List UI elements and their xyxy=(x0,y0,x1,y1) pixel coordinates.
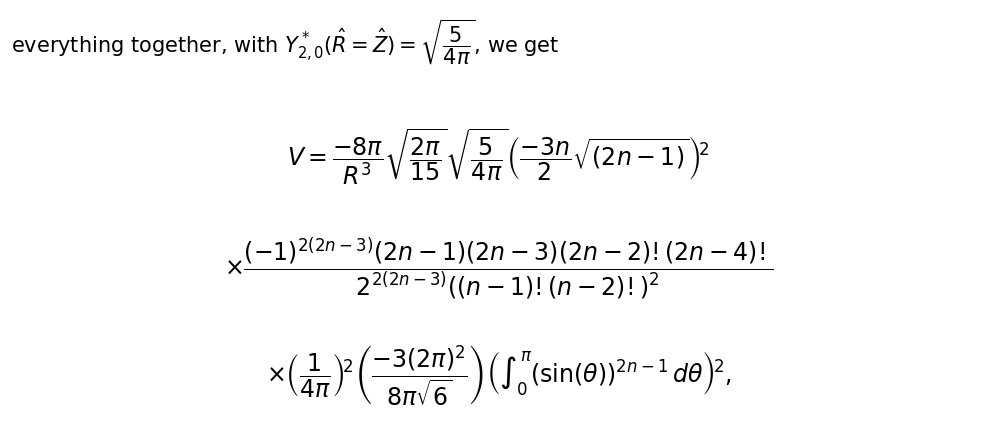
Text: everything together, with $Y^*_{2,0}(\hat{R} = \hat{Z}) = \sqrt{\dfrac{5}{4\pi}}: everything together, with $Y^*_{2,0}(\ha… xyxy=(11,18,559,67)
Text: $V = \dfrac{-8\pi}{R^3}\sqrt{\dfrac{2\pi}{15}}\sqrt{\dfrac{5}{4\pi}}\left(\dfrac: $V = \dfrac{-8\pi}{R^3}\sqrt{\dfrac{2\pi… xyxy=(287,127,710,187)
Text: $\times\left(\dfrac{1}{4\pi}\right)^{\!2}\left(\dfrac{-3(2\pi)^2}{8\pi\sqrt{6}}\: $\times\left(\dfrac{1}{4\pi}\right)^{\!2… xyxy=(266,343,731,409)
Text: $\times\dfrac{(-1)^{2(2n-3)}(2n-1)(2n-3)(2n-2)!(2n-4)!}{2^{2(2n-3)}\left((n-1)!(: $\times\dfrac{(-1)^{2(2n-3)}(2n-1)(2n-3)… xyxy=(224,235,773,301)
